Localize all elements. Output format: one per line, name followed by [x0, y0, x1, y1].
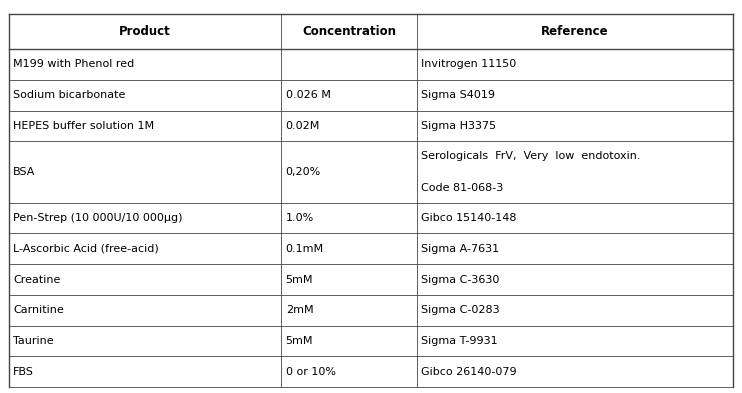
Text: BSA: BSA	[13, 167, 36, 177]
Text: Reference: Reference	[541, 25, 608, 38]
Text: 0.02M: 0.02M	[286, 121, 320, 131]
Text: Sigma T-9931: Sigma T-9931	[421, 336, 498, 346]
Text: 1.0%: 1.0%	[286, 213, 314, 223]
Text: Serologicals  FrV,  Very  low  endotoxin.: Serologicals FrV, Very low endotoxin.	[421, 151, 640, 161]
Text: Pen-Strep (10 000U/10 000μg): Pen-Strep (10 000U/10 000μg)	[13, 213, 183, 223]
Text: Invitrogen 11150: Invitrogen 11150	[421, 59, 516, 70]
Text: Sodium bicarbonate: Sodium bicarbonate	[13, 90, 125, 100]
Text: Gibco 26140-079: Gibco 26140-079	[421, 367, 516, 377]
Text: Sigma S4019: Sigma S4019	[421, 90, 495, 100]
Text: Gibco 15140-148: Gibco 15140-148	[421, 213, 516, 223]
Text: FBS: FBS	[13, 367, 34, 377]
Text: Code 81-068-3: Code 81-068-3	[421, 183, 503, 193]
Text: Taurine: Taurine	[13, 336, 54, 346]
Text: Sigma A-7631: Sigma A-7631	[421, 244, 499, 254]
Text: 2mM: 2mM	[286, 305, 313, 315]
Text: Sigma C-0283: Sigma C-0283	[421, 305, 499, 315]
Text: Carnitine: Carnitine	[13, 305, 64, 315]
Text: 0.1mM: 0.1mM	[286, 244, 324, 254]
Text: HEPES buffer solution 1M: HEPES buffer solution 1M	[13, 121, 154, 131]
Text: 0,20%: 0,20%	[286, 167, 321, 177]
Text: 5mM: 5mM	[286, 275, 313, 285]
Text: Sigma H3375: Sigma H3375	[421, 121, 496, 131]
Text: Product: Product	[119, 25, 171, 38]
Text: Creatine: Creatine	[13, 275, 61, 285]
Text: 5mM: 5mM	[286, 336, 313, 346]
Text: 0 or 10%: 0 or 10%	[286, 367, 335, 377]
Text: Sigma C-3630: Sigma C-3630	[421, 275, 499, 285]
Text: M199 with Phenol red: M199 with Phenol red	[13, 59, 134, 70]
Text: 0.026 M: 0.026 M	[286, 90, 330, 100]
Text: Concentration: Concentration	[302, 25, 396, 38]
Text: L-Ascorbic Acid (free-acid): L-Ascorbic Acid (free-acid)	[13, 244, 159, 254]
